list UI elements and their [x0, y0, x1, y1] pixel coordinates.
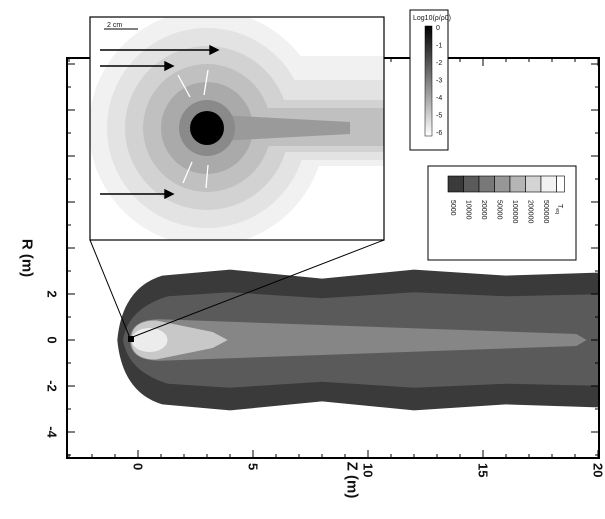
inset-colorbar-label: Log10(ρ/ρ0)	[413, 15, 451, 22]
inset-colorbar-tick: -2	[436, 60, 442, 67]
y-axis-label: R (m)	[19, 239, 36, 277]
legend-swatch	[478, 175, 495, 193]
y-tick-label: -4	[45, 426, 60, 438]
x-tick-label: 0	[131, 463, 146, 470]
legend-swatch	[447, 175, 464, 193]
contour-band	[129, 319, 587, 361]
inset-density-map: 2 cm	[89, 16, 385, 241]
legend-swatch	[463, 175, 480, 193]
y-tick-labels: -4 -2 0 2	[45, 290, 60, 438]
legend-swatch	[540, 175, 557, 193]
inset-colorbar-tick: -1	[436, 43, 442, 50]
inset-colorbar-tick: 0	[436, 25, 440, 32]
x-tick-label: 20	[591, 463, 605, 477]
inset-colorbar: Log10(ρ/ρ0) 0 -1 -2 -3 -4 -5 -6	[409, 9, 451, 151]
x-tick-labels: 0 5 10 15 20	[131, 463, 605, 477]
inset-colorbar-tick: -6	[436, 130, 442, 137]
legend-swatch-end	[556, 175, 565, 193]
x-tick-label: 15	[476, 463, 491, 477]
y-tick-label: 2	[45, 290, 60, 297]
inset-colorbar-tick: -5	[436, 113, 442, 120]
inset-scale-bar: 2 cm	[107, 22, 122, 29]
legend-swatch	[494, 175, 511, 193]
temperature-contours	[117, 269, 599, 411]
y-tick-label: 0	[45, 336, 60, 343]
x-tick-label: 5	[246, 463, 261, 470]
legend-swatch	[525, 175, 542, 193]
legend-title: Teq	[554, 204, 563, 214]
zoom-line-top	[89, 239, 131, 339]
legend-value: 50000	[496, 200, 503, 220]
legend-value: 100000	[511, 200, 518, 223]
contour-core	[131, 328, 168, 352]
zoom-line-bottom	[129, 239, 385, 339]
inset-colorbar-tick: -3	[436, 78, 442, 85]
x-tick-label: 10	[361, 463, 376, 477]
zoom-marker	[128, 336, 134, 342]
legend-value: 5000	[449, 200, 456, 216]
temperature-legend: 5000 10000 20000 50000 100000 200000 500000 Te…	[427, 165, 577, 261]
legend-value: 20000	[480, 200, 487, 220]
legend-value: 200000	[527, 200, 534, 223]
y-tick-label: -2	[45, 380, 60, 392]
legend-value: 10000	[465, 200, 472, 220]
inset-colorbar-tick: -4	[436, 95, 442, 102]
x-axis-label: Z (m)	[344, 462, 361, 499]
legend-swatch	[509, 175, 526, 193]
legend-value: 500000	[542, 200, 549, 223]
